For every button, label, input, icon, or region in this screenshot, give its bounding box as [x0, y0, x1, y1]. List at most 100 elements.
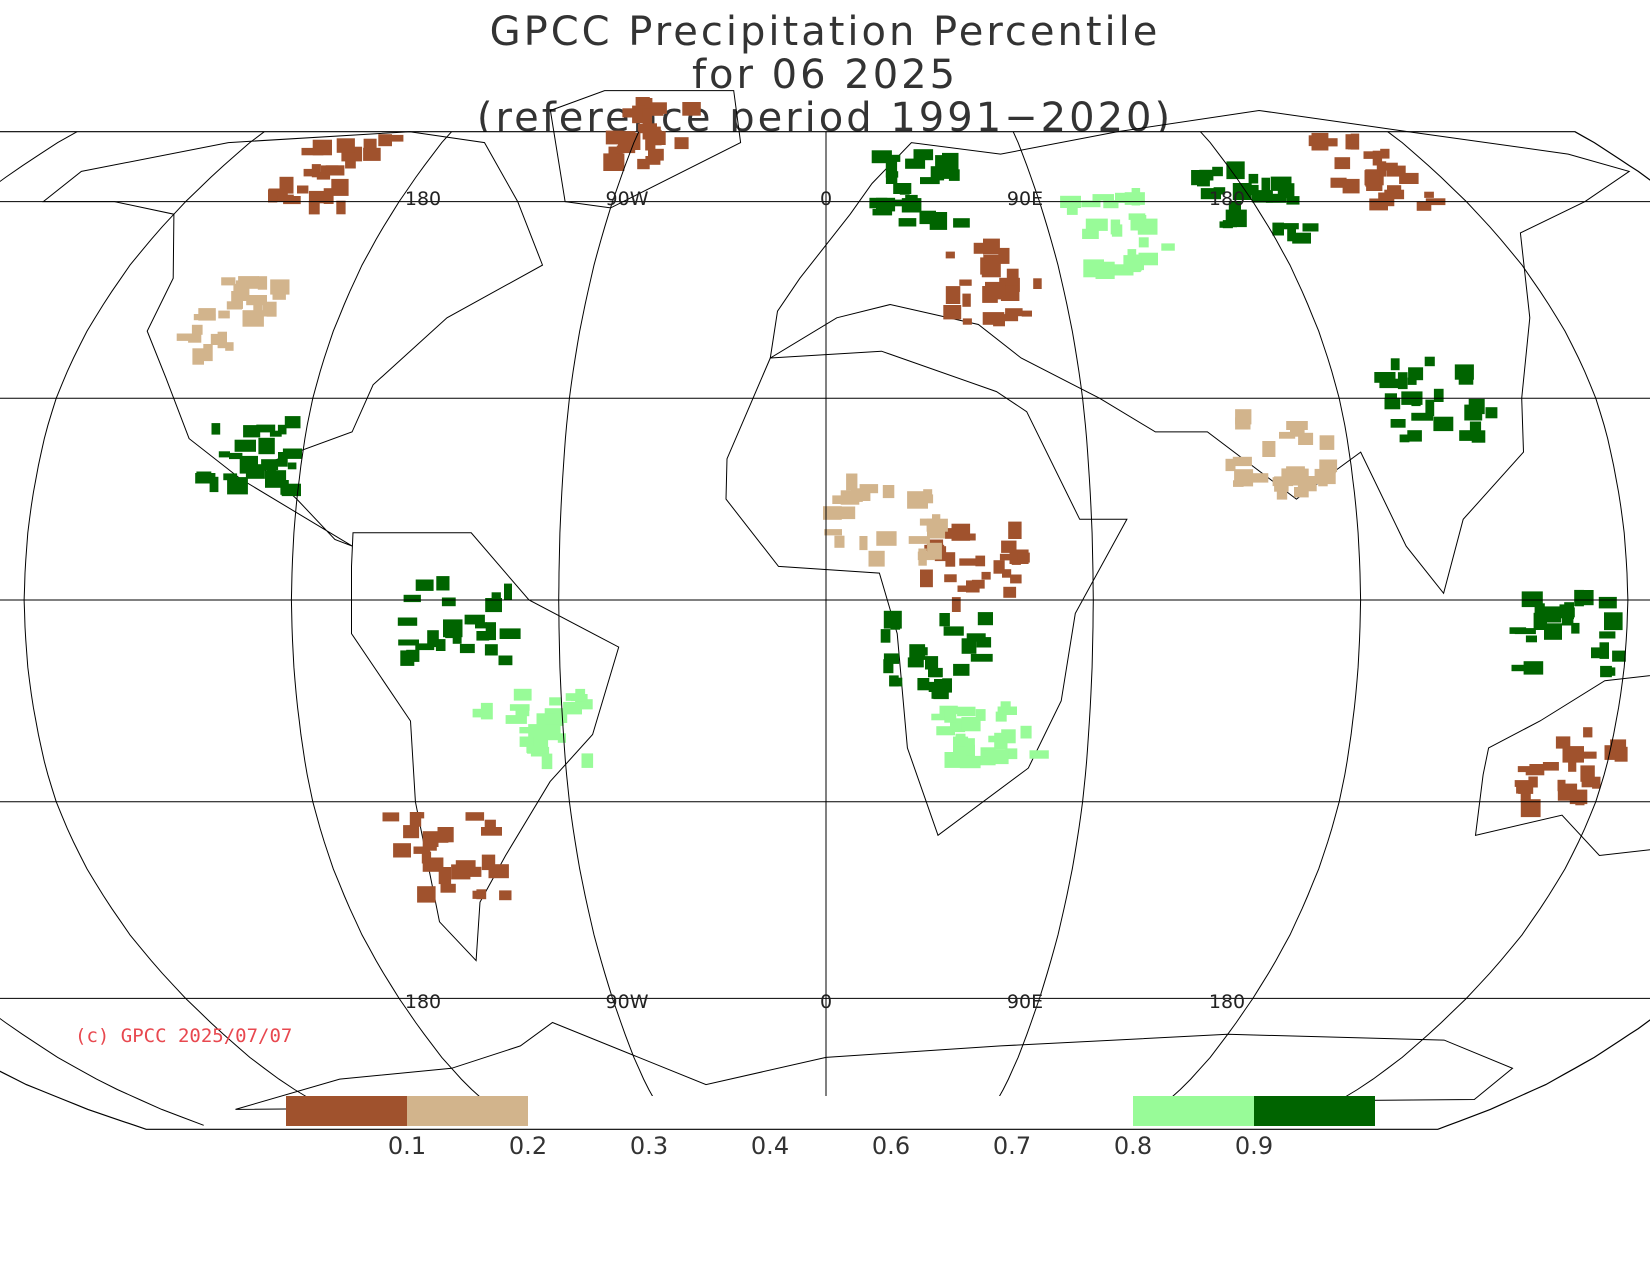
precip-cell	[1265, 193, 1287, 203]
precip-cell	[1235, 409, 1252, 425]
precip-cell	[993, 560, 1005, 574]
precip-cell	[1591, 647, 1601, 659]
precipitation-cells	[176, 97, 1628, 903]
precip-cell	[238, 276, 259, 284]
precip-cell	[176, 333, 195, 341]
precip-cell	[363, 138, 377, 153]
precip-cell	[1363, 151, 1382, 159]
precip-cell	[504, 583, 512, 600]
precip-cell	[242, 310, 264, 327]
precip-cell	[631, 132, 641, 150]
region-scandinavia-wet	[869, 149, 970, 230]
precip-cell	[928, 667, 943, 678]
region-indonesia-wet	[1509, 589, 1626, 678]
precip-cell	[1511, 664, 1532, 672]
precip-cell	[505, 715, 527, 724]
precip-cell	[1614, 746, 1628, 762]
precip-cell	[233, 283, 250, 301]
precip-cell	[674, 137, 689, 150]
precip-cell	[1311, 132, 1329, 151]
precip-cell	[1262, 441, 1276, 457]
precip-cell	[266, 301, 277, 317]
precip-cell	[403, 825, 420, 839]
precip-cell	[571, 694, 588, 702]
precip-cell	[1200, 188, 1221, 200]
region-siberia-wet	[1191, 161, 1319, 244]
precip-cell	[536, 713, 556, 726]
precip-cell	[898, 218, 917, 227]
precip-cell	[1425, 399, 1435, 417]
precip-cell	[1469, 421, 1482, 435]
precip-cell	[393, 843, 411, 858]
precip-cell	[834, 535, 845, 548]
precip-cell	[1318, 477, 1328, 487]
precip-cell	[1384, 189, 1405, 200]
precip-cell	[308, 201, 320, 215]
region-west-australia-dry	[1514, 727, 1628, 818]
precip-cell	[312, 139, 332, 156]
precip-cell	[959, 279, 972, 286]
precip-cell	[1569, 789, 1588, 805]
precip-cell	[1033, 278, 1042, 289]
precip-cell	[226, 301, 242, 310]
precip-cell	[279, 176, 294, 194]
precip-cell	[1199, 169, 1214, 181]
precip-cell	[876, 531, 897, 546]
precip-cell	[1272, 222, 1284, 236]
precip-cell	[1520, 799, 1541, 818]
precip-cell	[859, 536, 868, 551]
precip-cell	[1485, 407, 1498, 419]
precip-cell	[316, 171, 331, 180]
precip-cell	[382, 812, 400, 822]
precip-cell	[981, 571, 991, 580]
precip-cell	[336, 138, 355, 153]
precip-cell	[509, 704, 530, 711]
precip-cell	[217, 331, 227, 349]
precip-cell	[1085, 218, 1108, 231]
precip-cell	[923, 494, 934, 504]
precip-cell	[515, 709, 530, 717]
meridian-label-bottom: 90W	[606, 991, 649, 1013]
precip-cell	[1298, 432, 1314, 445]
precip-cell	[257, 276, 268, 290]
precip-cell	[277, 424, 287, 435]
precip-cell	[936, 726, 955, 736]
legend-tick-label: 0.9	[1234, 1132, 1274, 1160]
precip-cell	[1379, 378, 1402, 389]
meridian-label-bottom: 0	[820, 991, 832, 1013]
precip-cell	[961, 638, 977, 654]
precip-cell	[920, 177, 940, 185]
precip-cell	[311, 164, 321, 178]
region-north-canada-dry	[268, 134, 404, 215]
precip-cell	[1397, 372, 1408, 390]
precip-cell	[648, 148, 664, 161]
precip-cell	[905, 158, 926, 169]
precip-cell	[932, 514, 941, 531]
precip-cell	[211, 423, 221, 435]
precip-cell	[1562, 746, 1584, 763]
precip-cell	[1523, 661, 1544, 675]
precip-cell	[644, 98, 653, 109]
precip-cell	[1581, 751, 1597, 759]
precip-cell	[682, 102, 701, 116]
precip-cell	[488, 864, 509, 879]
precip-cell	[284, 416, 301, 429]
legend-tick-label: 0.4	[750, 1132, 790, 1160]
precip-cell	[882, 485, 895, 499]
precip-cell	[234, 439, 256, 452]
precip-cell	[951, 597, 961, 612]
precip-cell	[549, 697, 561, 706]
precip-cell	[575, 688, 586, 698]
precip-cell	[1528, 776, 1538, 788]
precip-cell	[961, 717, 981, 732]
precip-cell	[397, 617, 418, 626]
precip-cell	[1005, 748, 1018, 760]
precip-cell	[1580, 765, 1595, 782]
meridian-line	[290, 131, 516, 1126]
precip-cell	[995, 711, 1007, 722]
precip-cell	[1521, 591, 1543, 608]
precip-cell	[435, 639, 446, 651]
precip-cell	[484, 644, 498, 656]
precip-cell	[872, 208, 893, 216]
precip-cell	[1581, 590, 1594, 606]
